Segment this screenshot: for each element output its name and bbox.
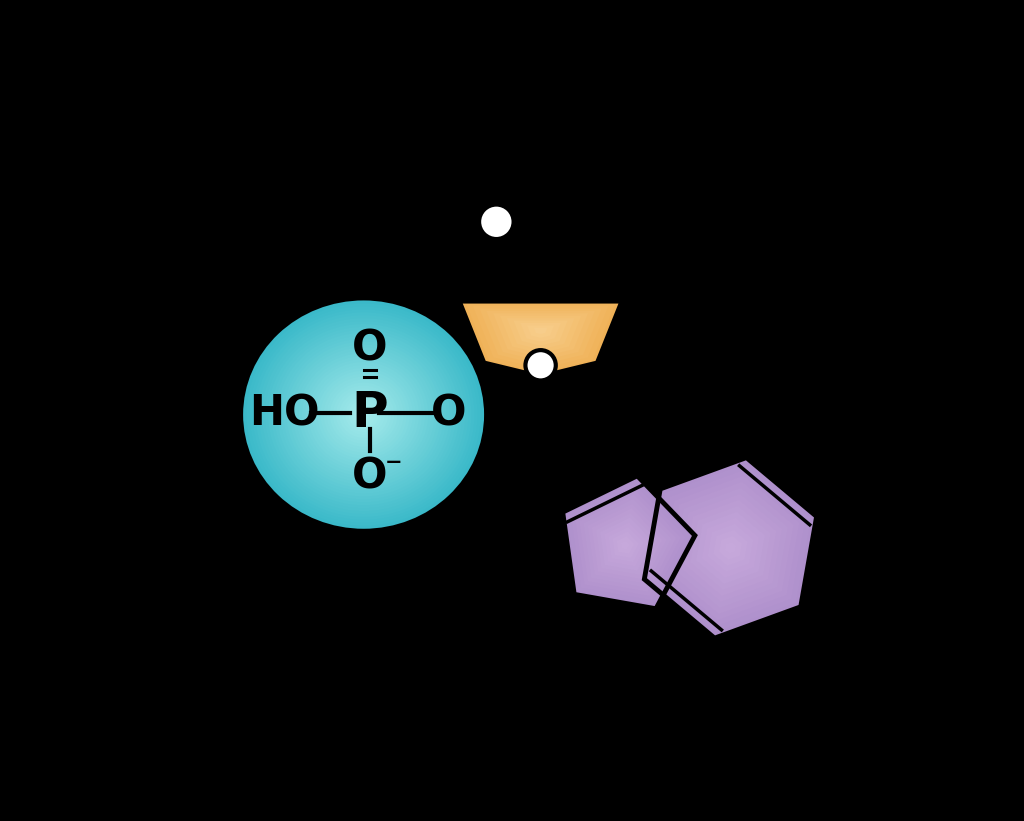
Polygon shape bbox=[600, 517, 653, 571]
Polygon shape bbox=[584, 499, 672, 588]
Ellipse shape bbox=[256, 312, 471, 517]
Polygon shape bbox=[520, 323, 561, 342]
Polygon shape bbox=[650, 464, 811, 632]
Polygon shape bbox=[612, 531, 639, 558]
Polygon shape bbox=[592, 508, 663, 579]
Ellipse shape bbox=[351, 403, 376, 426]
Circle shape bbox=[525, 350, 556, 380]
Ellipse shape bbox=[268, 324, 459, 505]
Ellipse shape bbox=[311, 365, 416, 465]
Ellipse shape bbox=[305, 359, 422, 470]
Polygon shape bbox=[575, 489, 681, 596]
Polygon shape bbox=[644, 457, 816, 638]
Ellipse shape bbox=[327, 379, 400, 450]
Ellipse shape bbox=[247, 304, 480, 525]
Ellipse shape bbox=[265, 321, 462, 508]
Polygon shape bbox=[500, 315, 582, 353]
Ellipse shape bbox=[333, 385, 394, 444]
Polygon shape bbox=[685, 500, 776, 596]
Ellipse shape bbox=[317, 371, 410, 458]
Ellipse shape bbox=[281, 336, 446, 493]
Polygon shape bbox=[725, 542, 736, 554]
Ellipse shape bbox=[314, 368, 413, 461]
Polygon shape bbox=[719, 536, 742, 560]
Polygon shape bbox=[644, 457, 816, 638]
Polygon shape bbox=[459, 301, 622, 375]
Polygon shape bbox=[714, 530, 748, 566]
Polygon shape bbox=[513, 320, 567, 346]
Ellipse shape bbox=[339, 392, 388, 438]
Polygon shape bbox=[486, 311, 595, 360]
Polygon shape bbox=[679, 493, 782, 602]
Polygon shape bbox=[621, 541, 630, 549]
Ellipse shape bbox=[336, 388, 391, 441]
Polygon shape bbox=[571, 485, 686, 600]
Ellipse shape bbox=[244, 300, 483, 529]
Ellipse shape bbox=[330, 383, 397, 447]
Polygon shape bbox=[534, 328, 548, 334]
Polygon shape bbox=[563, 476, 695, 608]
Polygon shape bbox=[567, 480, 690, 604]
Polygon shape bbox=[479, 309, 602, 364]
Ellipse shape bbox=[290, 345, 437, 484]
Text: P: P bbox=[351, 389, 388, 438]
Polygon shape bbox=[473, 306, 608, 368]
Ellipse shape bbox=[241, 298, 486, 531]
Text: O: O bbox=[352, 328, 388, 369]
Polygon shape bbox=[708, 524, 754, 572]
Ellipse shape bbox=[271, 327, 456, 502]
Text: ⁻: ⁻ bbox=[385, 452, 402, 485]
Ellipse shape bbox=[250, 306, 477, 523]
Polygon shape bbox=[668, 482, 794, 614]
Ellipse shape bbox=[253, 310, 474, 520]
Polygon shape bbox=[655, 470, 805, 626]
Polygon shape bbox=[673, 488, 787, 608]
Ellipse shape bbox=[262, 318, 465, 511]
Ellipse shape bbox=[278, 333, 450, 497]
Ellipse shape bbox=[357, 409, 370, 420]
Polygon shape bbox=[616, 536, 634, 553]
Polygon shape bbox=[580, 494, 676, 592]
Ellipse shape bbox=[284, 338, 443, 491]
Ellipse shape bbox=[296, 351, 431, 479]
Polygon shape bbox=[494, 314, 588, 356]
Polygon shape bbox=[507, 318, 574, 349]
Ellipse shape bbox=[287, 342, 440, 488]
Text: O: O bbox=[431, 392, 467, 434]
Ellipse shape bbox=[299, 353, 428, 476]
Ellipse shape bbox=[324, 377, 403, 452]
Ellipse shape bbox=[321, 374, 407, 456]
Polygon shape bbox=[588, 503, 667, 584]
Ellipse shape bbox=[348, 400, 379, 429]
Polygon shape bbox=[527, 325, 554, 337]
Polygon shape bbox=[466, 304, 615, 372]
Polygon shape bbox=[563, 476, 695, 608]
Polygon shape bbox=[690, 506, 771, 590]
Circle shape bbox=[481, 207, 512, 237]
Text: HO: HO bbox=[249, 392, 319, 434]
Polygon shape bbox=[662, 475, 800, 620]
Ellipse shape bbox=[259, 315, 468, 514]
Polygon shape bbox=[596, 513, 657, 575]
Ellipse shape bbox=[360, 411, 367, 418]
Ellipse shape bbox=[293, 347, 434, 482]
Polygon shape bbox=[696, 511, 765, 584]
Polygon shape bbox=[459, 301, 622, 375]
Polygon shape bbox=[604, 522, 648, 566]
Ellipse shape bbox=[342, 394, 385, 435]
Ellipse shape bbox=[274, 330, 453, 499]
Ellipse shape bbox=[354, 406, 373, 424]
Ellipse shape bbox=[308, 362, 419, 467]
Polygon shape bbox=[608, 527, 644, 562]
Ellipse shape bbox=[345, 397, 382, 432]
Polygon shape bbox=[701, 518, 759, 578]
Text: O: O bbox=[352, 456, 388, 498]
Ellipse shape bbox=[302, 356, 425, 473]
